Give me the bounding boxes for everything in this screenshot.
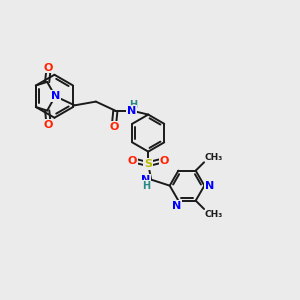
Text: CH₃: CH₃	[205, 153, 223, 162]
Text: CH₃: CH₃	[205, 210, 223, 219]
Text: N: N	[51, 91, 60, 101]
Text: O: O	[109, 122, 119, 132]
Text: O: O	[44, 120, 53, 130]
Text: H: H	[129, 100, 137, 110]
Text: O: O	[44, 63, 53, 73]
Text: N: N	[127, 106, 136, 116]
Text: O: O	[128, 156, 137, 166]
Text: N: N	[205, 181, 214, 190]
Text: H: H	[142, 181, 150, 191]
Text: N: N	[141, 175, 151, 185]
Text: S: S	[144, 159, 152, 169]
Text: N: N	[172, 201, 182, 211]
Text: O: O	[160, 156, 169, 166]
